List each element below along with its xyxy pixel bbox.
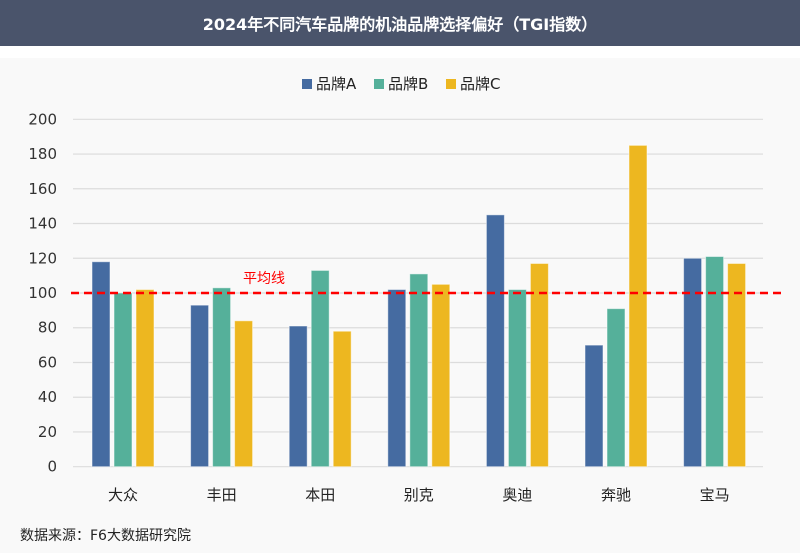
legend-label: 品牌A — [316, 75, 357, 93]
x-tick-label: 奥迪 — [502, 486, 532, 504]
y-tick-label: 20 — [38, 423, 57, 441]
bar-品牌C — [529, 262, 549, 468]
bar-品牌A — [683, 257, 703, 468]
bar-品牌A — [91, 261, 111, 468]
legend-swatch-品牌B — [374, 79, 384, 89]
bar-品牌A — [584, 344, 604, 468]
x-tick-label: 别克 — [404, 486, 434, 504]
bar-品牌A — [190, 304, 210, 468]
bar-品牌C — [332, 330, 352, 468]
y-tick-label: 120 — [28, 249, 57, 267]
bar-品牌C — [431, 283, 451, 468]
chart-title: 2024年不同汽车品牌的机油品牌选择偏好（TGI指数） — [0, 0, 800, 46]
bar-品牌B — [212, 287, 232, 468]
bar-品牌C — [628, 144, 648, 468]
bar-品牌B — [507, 289, 527, 468]
bar-品牌C — [234, 320, 254, 468]
x-tick-label: 奔驰 — [601, 486, 631, 504]
legend-swatch-品牌C — [446, 79, 456, 89]
bar-品牌C — [727, 262, 747, 468]
x-tick-label: 丰田 — [207, 486, 237, 504]
legend-label: 品牌B — [388, 75, 428, 93]
y-tick-label: 60 — [38, 353, 57, 371]
bar-品牌B — [705, 256, 725, 468]
bar-品牌C — [135, 289, 155, 468]
bar-品牌B — [310, 269, 330, 468]
y-tick-label: 100 — [28, 284, 57, 302]
y-tick-label: 0 — [47, 458, 57, 476]
y-tick-label: 160 — [28, 180, 57, 198]
y-tick-label: 140 — [28, 215, 57, 233]
source-note: 数据来源：F6大数据研究院 — [20, 528, 191, 544]
y-tick-label: 80 — [38, 319, 57, 337]
bar-品牌A — [288, 325, 308, 468]
bar-品牌B — [113, 292, 133, 468]
x-tick-label: 大众 — [108, 486, 138, 504]
legend-swatch-品牌A — [302, 79, 312, 89]
y-tick-label: 40 — [38, 388, 57, 406]
x-tick-label: 本田 — [305, 486, 335, 504]
average-line-label: 平均线 — [243, 271, 285, 287]
y-tick-label: 200 — [28, 110, 57, 128]
x-tick-label: 宝马 — [700, 486, 730, 504]
bar-品牌A — [387, 289, 407, 468]
y-tick-label: 180 — [28, 145, 57, 163]
bar-品牌A — [485, 214, 505, 468]
bar-品牌B — [409, 273, 429, 468]
legend-label: 品牌C — [460, 75, 500, 93]
bar-品牌B — [606, 308, 626, 468]
